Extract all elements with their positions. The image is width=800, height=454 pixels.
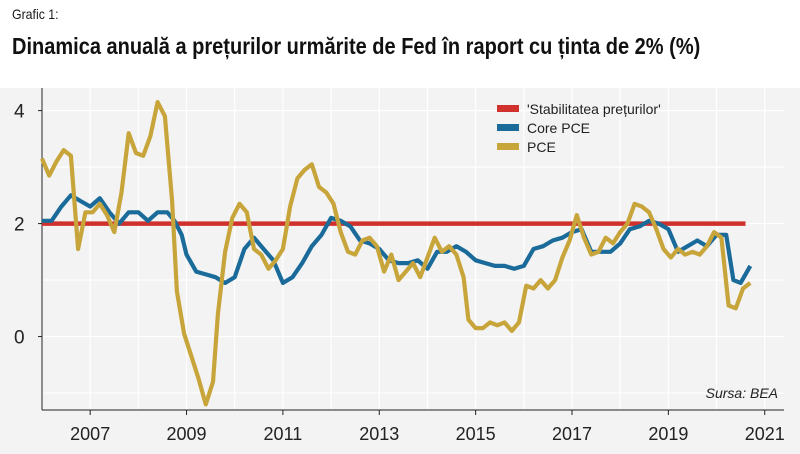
legend-swatch — [497, 143, 519, 150]
legend-label: 'Stabilitatea prețurilor' — [527, 101, 661, 117]
x-tick-label: 2011 — [264, 424, 303, 444]
x-tick-label: 2021 — [745, 424, 785, 444]
y-tick-label: 4 — [14, 102, 25, 123]
chart-area: 0 2 4 2007 2009 2011 2013 2015 2017 2019 2021 'Stab… — [0, 88, 800, 454]
y-tick-label: 2 — [14, 215, 25, 236]
y-tick-label: 0 — [14, 328, 25, 349]
pce-line — [40, 100, 752, 407]
figure-caption: Grafic 1: — [12, 6, 59, 22]
x-tick-label: 2009 — [167, 424, 207, 444]
source-note: Sursa: BEA — [706, 385, 778, 401]
legend-swatch — [497, 124, 519, 131]
x-tick-label: 2019 — [648, 424, 688, 444]
x-tick-label: 2013 — [359, 424, 399, 444]
x-tick-label: 2007 — [70, 424, 110, 444]
x-tick-label: 2015 — [456, 424, 496, 444]
legend-label: Core PCE — [527, 120, 590, 136]
chart-title: Dinamica anuală a prețurilor urmărite de… — [12, 33, 701, 59]
legend-label: PCE — [527, 139, 556, 155]
x-tick-label: 2017 — [552, 424, 592, 444]
legend-swatch — [497, 105, 519, 112]
line-chart: 0 2 4 2007 2009 2011 2013 2015 2017 2019 2021 'Stab… — [14, 88, 785, 444]
